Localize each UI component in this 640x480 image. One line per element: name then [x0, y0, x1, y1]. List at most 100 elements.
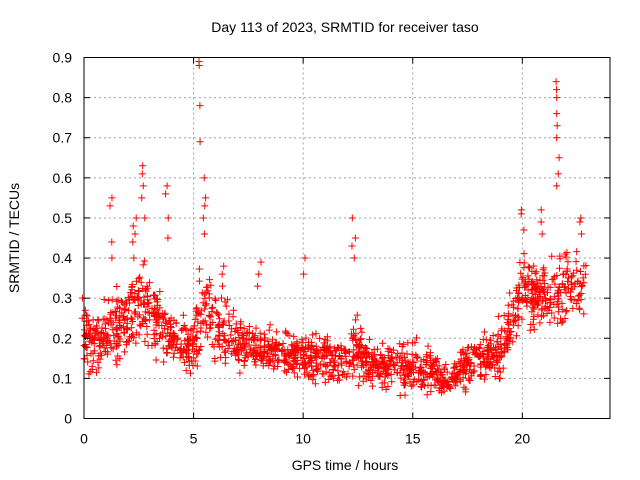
data-point	[200, 305, 208, 313]
data-point	[114, 341, 122, 349]
data-point	[252, 324, 260, 332]
data-point	[538, 312, 546, 320]
data-point	[249, 348, 257, 356]
data-point	[423, 391, 431, 399]
data-point	[553, 298, 561, 306]
data-point	[467, 360, 475, 368]
data-point	[384, 382, 392, 390]
data-point	[430, 381, 438, 389]
data-point	[541, 303, 549, 311]
data-point	[312, 359, 320, 367]
data-point	[545, 306, 553, 314]
data-point	[152, 306, 160, 314]
data-point	[568, 285, 576, 293]
data-point	[108, 254, 116, 262]
data-point	[410, 359, 418, 367]
data-point	[202, 328, 210, 336]
data-point	[128, 293, 136, 301]
data-point	[393, 359, 401, 367]
data-point	[568, 296, 576, 304]
data-point	[522, 281, 530, 289]
data-point	[121, 348, 129, 356]
data-point	[508, 301, 516, 309]
data-point	[330, 358, 338, 366]
data-point	[81, 355, 89, 363]
data-point	[214, 324, 222, 332]
y-tick-label: 0.7	[53, 130, 73, 146]
data-point	[439, 382, 447, 390]
data-point	[337, 345, 345, 353]
data-point	[512, 317, 520, 325]
data-point	[189, 354, 197, 362]
data-point	[251, 332, 259, 340]
data-point	[193, 328, 201, 336]
data-point	[482, 371, 490, 379]
data-point	[256, 329, 264, 337]
data-point	[179, 311, 187, 319]
data-point	[263, 349, 271, 357]
data-point	[553, 94, 561, 102]
data-point	[281, 367, 289, 375]
data-point	[398, 349, 406, 357]
data-point	[314, 347, 322, 355]
data-point	[195, 58, 203, 66]
data-point	[120, 306, 128, 314]
data-point	[495, 312, 503, 320]
data-point	[421, 382, 429, 390]
data-point	[230, 306, 238, 314]
data-point	[417, 363, 425, 371]
data-point	[350, 346, 358, 354]
data-point	[114, 332, 122, 340]
data-point	[221, 332, 229, 340]
data-point	[253, 352, 261, 360]
data-point	[139, 317, 147, 325]
data-point	[204, 283, 212, 291]
data-point	[396, 392, 404, 400]
data-point	[577, 268, 585, 276]
data-point	[378, 354, 386, 362]
data-point	[176, 354, 184, 362]
data-point	[116, 355, 124, 363]
data-point	[222, 302, 230, 310]
data-point	[108, 194, 116, 202]
y-tick-label: 0.1	[53, 370, 73, 386]
data-point	[517, 206, 525, 214]
data-point	[413, 354, 421, 362]
data-point	[530, 325, 538, 333]
data-point	[123, 299, 131, 307]
data-point	[304, 343, 312, 351]
data-point	[94, 352, 102, 360]
data-point	[284, 365, 292, 373]
data-point	[553, 122, 561, 130]
data-point	[558, 299, 566, 307]
data-point	[215, 311, 223, 319]
data-point	[223, 296, 231, 304]
data-point	[192, 307, 200, 315]
data-point	[93, 368, 101, 376]
data-point	[518, 315, 526, 323]
data-point	[330, 363, 338, 371]
data-point	[436, 371, 444, 379]
data-point	[130, 254, 138, 262]
data-point	[442, 361, 450, 369]
data-point	[152, 295, 160, 303]
data-point	[553, 86, 561, 94]
data-point	[180, 358, 188, 366]
data-point	[182, 326, 190, 334]
data-point	[434, 377, 442, 385]
x-axis-tick-labels: 0 5 10 15 20	[80, 431, 530, 447]
data-point	[358, 359, 366, 367]
data-point	[551, 280, 559, 288]
data-point	[556, 264, 564, 272]
data-point	[550, 314, 558, 322]
data-point	[216, 315, 224, 323]
data-point	[162, 190, 170, 198]
data-point	[91, 347, 99, 355]
data-point	[422, 358, 430, 366]
data-point	[496, 368, 504, 376]
data-point	[528, 308, 536, 316]
data-point	[550, 293, 558, 301]
data-point	[139, 261, 147, 269]
data-point	[336, 351, 344, 359]
data-point	[322, 363, 330, 371]
